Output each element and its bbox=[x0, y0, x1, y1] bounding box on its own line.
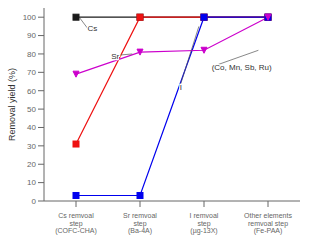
svg-text:Sr remvoalstep(Ba-4A): Sr remvoalstep(Ba-4A) bbox=[123, 212, 157, 235]
svg-text:30: 30 bbox=[27, 142, 36, 151]
svg-text:40: 40 bbox=[27, 123, 36, 132]
svg-text:100: 100 bbox=[23, 13, 37, 22]
svg-text:Cs: Cs bbox=[88, 24, 98, 33]
svg-text:0: 0 bbox=[32, 197, 37, 206]
svg-text:20: 20 bbox=[27, 160, 36, 169]
svg-text:Cs remvoalstep(COFC-CHA): Cs remvoalstep(COFC-CHA) bbox=[55, 212, 97, 235]
svg-text:90: 90 bbox=[27, 31, 36, 40]
svg-text:(Co, Mn, Sb, Ru): (Co, Mn, Sb, Ru) bbox=[212, 63, 272, 72]
svg-text:I remvoalstep(µg-13X): I remvoalstep(µg-13X) bbox=[190, 212, 219, 235]
svg-text:70: 70 bbox=[27, 68, 36, 77]
svg-text:50: 50 bbox=[27, 105, 36, 114]
svg-text:Sr: Sr bbox=[111, 52, 119, 61]
svg-text:Removal yield (%): Removal yield (%) bbox=[8, 68, 17, 141]
svg-text:10: 10 bbox=[27, 178, 36, 187]
svg-text:I: I bbox=[180, 83, 182, 92]
svg-text:60: 60 bbox=[27, 87, 36, 96]
svg-text:80: 80 bbox=[27, 50, 36, 59]
svg-text:Other elementsremvoal step(Fe-: Other elementsremvoal step(Fe-PAA) bbox=[244, 212, 292, 235]
